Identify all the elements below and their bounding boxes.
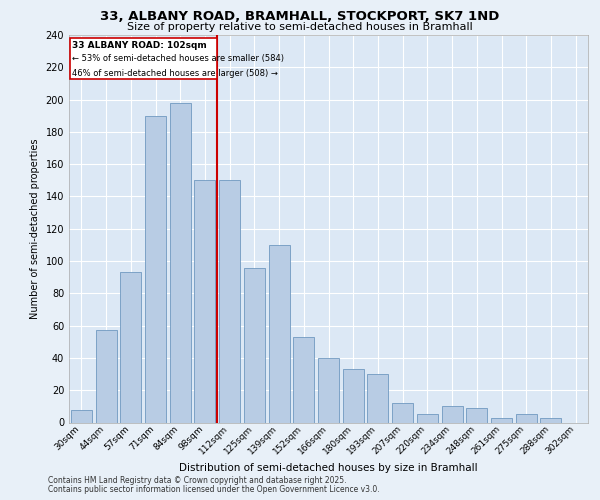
Bar [194, 180, 215, 422]
Bar [541, 418, 562, 422]
Bar [170, 103, 191, 422]
Text: Contains HM Land Registry data © Crown copyright and database right 2025.: Contains HM Land Registry data © Crown c… [48, 476, 347, 485]
Bar [244, 268, 265, 422]
Bar [442, 406, 463, 422]
Bar [367, 374, 388, 422]
Text: 33, ALBANY ROAD, BRAMHALL, STOCKPORT, SK7 1ND: 33, ALBANY ROAD, BRAMHALL, STOCKPORT, SK… [100, 10, 500, 23]
Bar [392, 403, 413, 422]
Bar [516, 414, 537, 422]
Bar [145, 116, 166, 422]
FancyBboxPatch shape [70, 38, 217, 78]
Bar [318, 358, 339, 422]
Bar [219, 180, 240, 422]
Text: 46% of semi-detached houses are larger (508) →: 46% of semi-detached houses are larger (… [72, 69, 278, 78]
Text: 33 ALBANY ROAD: 102sqm: 33 ALBANY ROAD: 102sqm [72, 40, 207, 50]
Text: Contains public sector information licensed under the Open Government Licence v3: Contains public sector information licen… [48, 485, 380, 494]
Y-axis label: Number of semi-detached properties: Number of semi-detached properties [30, 138, 40, 319]
X-axis label: Distribution of semi-detached houses by size in Bramhall: Distribution of semi-detached houses by … [179, 463, 478, 473]
Bar [269, 245, 290, 422]
Bar [491, 418, 512, 422]
Text: Size of property relative to semi-detached houses in Bramhall: Size of property relative to semi-detach… [127, 22, 473, 32]
Bar [71, 410, 92, 422]
Bar [417, 414, 438, 422]
Text: ← 53% of semi-detached houses are smaller (584): ← 53% of semi-detached houses are smalle… [72, 54, 284, 64]
Bar [95, 330, 116, 422]
Bar [343, 369, 364, 422]
Bar [293, 337, 314, 422]
Bar [466, 408, 487, 422]
Bar [120, 272, 141, 422]
